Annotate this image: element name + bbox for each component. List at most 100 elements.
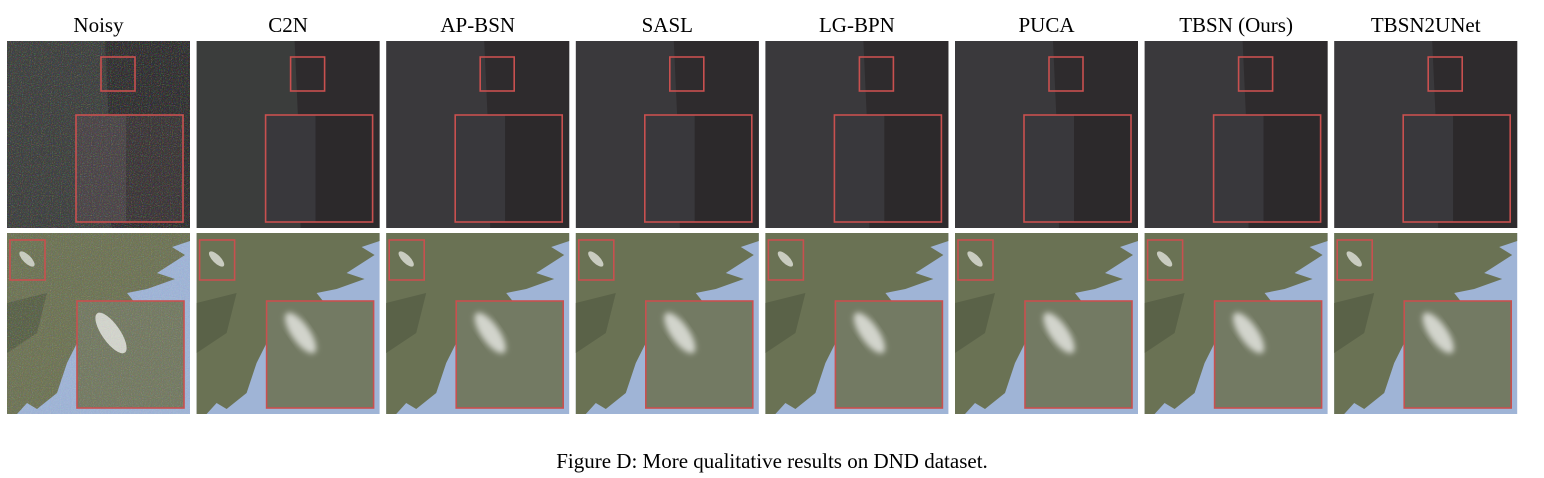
inset-bg bbox=[1025, 301, 1132, 408]
zoom-source-box bbox=[1146, 239, 1184, 281]
image-panel bbox=[575, 41, 759, 228]
image-panel bbox=[196, 233, 380, 414]
zoom-source-box bbox=[9, 239, 46, 281]
leaves bbox=[1334, 233, 1518, 414]
leaf-highlight bbox=[967, 251, 983, 267]
inset-left bbox=[1024, 115, 1074, 222]
leaves bbox=[575, 233, 759, 414]
inset-highlight bbox=[1232, 312, 1265, 354]
zoom-source-box bbox=[1336, 239, 1373, 281]
image-content bbox=[1334, 41, 1518, 228]
image-content bbox=[386, 233, 570, 414]
leaves bbox=[386, 233, 570, 414]
zoom-source-box bbox=[668, 56, 705, 92]
leaf-shadow bbox=[1144, 293, 1185, 353]
zoom-inset-box bbox=[643, 114, 753, 223]
inset-left bbox=[76, 115, 126, 222]
image-panel bbox=[386, 41, 570, 228]
inset-right bbox=[1263, 115, 1321, 222]
zoom-source-box bbox=[858, 56, 895, 92]
column-title: SASL bbox=[642, 13, 693, 37]
inset-bg bbox=[1404, 301, 1512, 408]
inset-bg bbox=[456, 301, 564, 408]
leaves bbox=[955, 233, 1138, 414]
inset-left bbox=[1403, 115, 1454, 222]
inset-right bbox=[126, 115, 183, 222]
image-panel bbox=[1334, 233, 1518, 414]
inset-highlight bbox=[1043, 312, 1075, 354]
image-panel bbox=[7, 41, 190, 228]
zoom-inset-box bbox=[455, 300, 565, 409]
inset-left bbox=[1213, 115, 1264, 222]
zoom-inset-box bbox=[265, 300, 375, 409]
zoom-inset-box bbox=[1403, 300, 1512, 409]
image-content bbox=[955, 41, 1138, 228]
image-content bbox=[196, 41, 380, 228]
image-content bbox=[1144, 233, 1328, 414]
image-panel bbox=[1334, 41, 1518, 228]
zoom-source-box bbox=[957, 239, 994, 281]
column-title: LG-BPN bbox=[819, 13, 895, 37]
column-title: TBSN2UNet bbox=[1371, 13, 1481, 37]
leaf-shadow bbox=[386, 293, 427, 353]
image-panel bbox=[575, 233, 759, 414]
inset-highlight bbox=[664, 312, 696, 354]
zoom-inset-box bbox=[75, 114, 184, 223]
zoom-inset-box bbox=[454, 114, 564, 223]
inset-bg bbox=[1214, 301, 1322, 408]
zoom-inset-box bbox=[1212, 114, 1322, 223]
zoom-inset-box bbox=[1024, 300, 1133, 409]
zoom-inset-box bbox=[644, 300, 754, 409]
image-panel bbox=[1144, 41, 1328, 228]
image-content bbox=[765, 233, 949, 414]
zoom-source-box bbox=[1427, 56, 1463, 92]
image-content bbox=[765, 41, 949, 228]
leaf-shadow bbox=[575, 293, 616, 353]
figure-caption: Figure D: More qualitative results on DN… bbox=[556, 449, 988, 473]
zoom-source-box bbox=[198, 239, 236, 281]
leaf-shadow bbox=[765, 293, 806, 353]
image-panel bbox=[196, 41, 380, 228]
leaf-shadow bbox=[955, 293, 995, 353]
leaves bbox=[1144, 233, 1328, 414]
image-content bbox=[7, 41, 190, 228]
leaf-shadow bbox=[7, 293, 47, 353]
inset-highlight bbox=[1422, 312, 1454, 354]
inset-right bbox=[884, 115, 942, 222]
image-content bbox=[575, 41, 759, 228]
zoom-source-box bbox=[100, 56, 136, 92]
column-title: C2N bbox=[268, 13, 308, 37]
leaf-highlight bbox=[208, 251, 225, 267]
zoom-source-box bbox=[577, 239, 615, 281]
image-panel bbox=[765, 233, 949, 414]
image-panel bbox=[765, 41, 949, 228]
zoom-source-box bbox=[388, 239, 426, 281]
leaves bbox=[196, 233, 380, 414]
image-content bbox=[386, 41, 570, 228]
column-title: PUCA bbox=[1018, 13, 1075, 37]
image-content bbox=[7, 233, 190, 414]
zoom-inset-box bbox=[76, 300, 185, 409]
image-content bbox=[196, 233, 380, 414]
leaf-highlight bbox=[777, 251, 794, 267]
inset-bg bbox=[835, 301, 943, 408]
image-content bbox=[1144, 41, 1328, 228]
leaf-highlight bbox=[1346, 251, 1362, 267]
leaf-highlight bbox=[19, 251, 35, 267]
zoom-source-box bbox=[1237, 56, 1274, 92]
zoom-inset-box bbox=[1213, 300, 1323, 409]
inset-right bbox=[1453, 115, 1511, 222]
image-panel bbox=[955, 233, 1138, 414]
inset-right bbox=[694, 115, 752, 222]
zoom-inset-box bbox=[1023, 114, 1132, 223]
inset-highlight bbox=[95, 312, 127, 354]
inset-left bbox=[455, 115, 506, 222]
leaves bbox=[765, 233, 949, 414]
leaves bbox=[7, 233, 190, 414]
inset-highlight bbox=[853, 312, 886, 354]
image-panel bbox=[1144, 233, 1328, 414]
column-title: AP-BSN bbox=[440, 13, 515, 37]
leaf-highlight bbox=[1156, 251, 1173, 267]
inset-highlight bbox=[284, 312, 317, 354]
